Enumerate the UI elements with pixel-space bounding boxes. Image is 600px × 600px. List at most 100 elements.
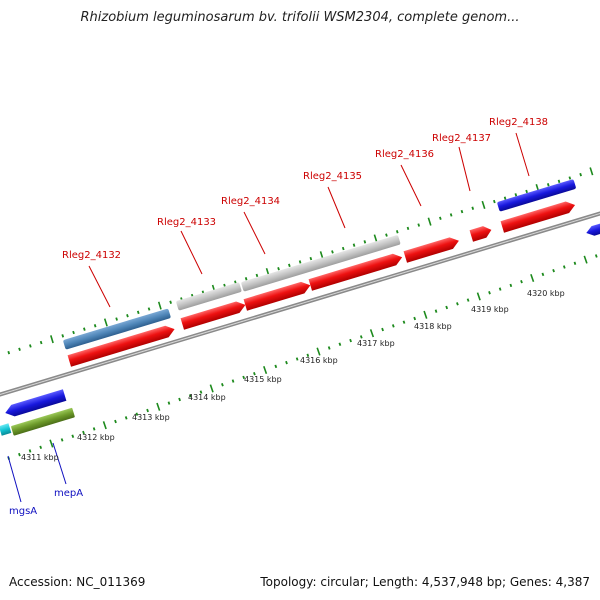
scale-tick-minor bbox=[541, 272, 545, 277]
scale-tick-minor bbox=[124, 416, 128, 420]
scale-tick-major bbox=[481, 200, 486, 209]
scale-tick-minor bbox=[7, 350, 11, 355]
scale-tick-minor bbox=[60, 438, 64, 442]
scale-tick-minor bbox=[557, 179, 561, 184]
scale-labels: 4311 kbp 4312 kbp 4313 kbp 4314 kbp 4315… bbox=[21, 289, 565, 462]
gene-labels: Rleg2_4132 Rleg2_4133 Rleg2_4134 Rleg2_4… bbox=[9, 117, 548, 517]
scale-tick-major bbox=[316, 347, 321, 356]
gene-arrow-rleg2-4138-outer[interactable] bbox=[497, 179, 576, 212]
scale-tick-minor bbox=[169, 300, 172, 304]
scale-tick-minor bbox=[525, 189, 528, 194]
scale-tick-minor bbox=[295, 357, 299, 361]
gene-label-rleg2-4135[interactable]: Rleg2_4135 bbox=[303, 171, 362, 182]
scale-tick-minor bbox=[568, 176, 572, 180]
genome-title: Rhizobium leguminosarum bv. trifolii WSM… bbox=[80, 10, 520, 25]
gene-arrow-rleg2-4135[interactable] bbox=[308, 251, 404, 291]
upper-scale-ticks bbox=[7, 167, 594, 355]
gene-label-rleg2-4132[interactable]: Rleg2_4132 bbox=[62, 250, 121, 261]
scale-label: 4319 kbp bbox=[471, 305, 509, 314]
gene-label-rleg2-4133[interactable]: Rleg2_4133 bbox=[157, 217, 216, 228]
scale-label: 4314 kbp bbox=[188, 393, 226, 402]
scale-tick-minor bbox=[93, 324, 97, 328]
scale-tick-minor bbox=[126, 314, 129, 318]
genome-backbone bbox=[0, 211, 600, 397]
scale-tick-minor bbox=[449, 213, 453, 217]
gene-arrow-rleg2-4138[interactable] bbox=[500, 199, 577, 233]
scale-tick-minor bbox=[434, 309, 438, 313]
scale-tick-major bbox=[103, 318, 108, 327]
scale-label: 4316 kbp bbox=[300, 356, 338, 365]
scale-tick-minor bbox=[493, 199, 496, 204]
scale-tick-minor bbox=[381, 327, 384, 332]
scale-tick-minor bbox=[298, 260, 302, 264]
scale-tick-minor bbox=[18, 347, 21, 351]
scale-tick-minor bbox=[309, 256, 313, 261]
scale-tick-minor bbox=[341, 246, 345, 251]
scale-tick-minor bbox=[29, 344, 32, 348]
scale-tick-minor bbox=[514, 193, 518, 197]
scale-tick-minor bbox=[573, 261, 577, 265]
scale-tick-minor bbox=[115, 317, 118, 321]
scale-label: 4312 kbp bbox=[77, 433, 115, 442]
scale-tick-minor bbox=[231, 379, 235, 383]
scale-tick-minor bbox=[363, 240, 367, 244]
gene-label-mgsa[interactable]: mgsA bbox=[9, 506, 37, 517]
scale-tick-major bbox=[209, 384, 214, 393]
gene-arrow-rleg2-4132[interactable] bbox=[67, 323, 177, 367]
scale-tick-minor bbox=[28, 449, 32, 453]
scale-tick-minor bbox=[288, 263, 291, 268]
gene-label-rleg2-4136[interactable]: Rleg2_4136 bbox=[375, 149, 434, 160]
scale-tick-major bbox=[589, 167, 594, 176]
gene-arrow-rleg2-4137[interactable] bbox=[469, 224, 494, 242]
scale-tick-minor bbox=[352, 243, 356, 247]
gene-label-rleg2-4134[interactable]: Rleg2_4134 bbox=[221, 196, 280, 207]
gene-arrow-rleg2-4136[interactable] bbox=[403, 235, 461, 263]
scale-tick-minor bbox=[242, 375, 246, 380]
gene-arrow-cyan[interactable] bbox=[0, 423, 12, 436]
scale-tick-minor bbox=[114, 419, 117, 424]
scale-tick-minor bbox=[255, 273, 259, 278]
scale-tick-minor bbox=[92, 427, 96, 431]
scale-tick-minor bbox=[253, 371, 256, 376]
scale-tick-minor bbox=[82, 430, 85, 435]
scale-tick-minor bbox=[135, 412, 139, 416]
gene-arrow-right-blue[interactable] bbox=[585, 222, 600, 237]
gene-arrow-rleg2-4134-outer[interactable] bbox=[241, 235, 401, 292]
scale-tick-minor bbox=[234, 280, 237, 284]
gene-label-rleg2-4137[interactable]: Rleg2_4137 bbox=[432, 133, 491, 144]
scale-tick-minor bbox=[406, 226, 410, 231]
scale-label: 4318 kbp bbox=[414, 322, 452, 331]
scale-tick-major bbox=[530, 274, 535, 283]
scale-tick-major bbox=[50, 335, 54, 344]
scale-tick-minor bbox=[349, 338, 352, 343]
gene-arrow-olive[interactable] bbox=[11, 407, 75, 436]
scale-tick-minor bbox=[277, 267, 280, 271]
scale-tick-minor bbox=[72, 330, 75, 335]
scale-tick-major bbox=[49, 439, 54, 448]
scale-tick-minor bbox=[136, 310, 140, 315]
scale-tick-minor bbox=[39, 340, 43, 345]
scale-tick-major bbox=[583, 255, 588, 264]
gene-arrow-rleg2-4132-outer[interactable] bbox=[63, 308, 171, 350]
gene-arrow-rleg2-4134[interactable] bbox=[243, 280, 313, 311]
scale-tick-minor bbox=[285, 360, 288, 365]
scale-tick-minor bbox=[562, 265, 566, 269]
scale-tick-minor bbox=[579, 172, 582, 177]
gene-arrow-left-blue[interactable] bbox=[4, 389, 67, 418]
gene-label-mepa[interactable]: mepA bbox=[54, 488, 83, 499]
scale-tick-major bbox=[156, 402, 161, 411]
scale-tick-minor bbox=[445, 305, 449, 310]
gene-arrow-rleg2-4133-outer[interactable] bbox=[176, 282, 242, 311]
scale-tick-minor bbox=[498, 287, 502, 291]
scale-tick-minor bbox=[71, 434, 75, 438]
scale-label: 4315 kbp bbox=[244, 375, 282, 384]
scale-tick-minor bbox=[221, 383, 224, 387]
scale-tick-major bbox=[263, 365, 268, 375]
gene-arrow-rleg2-4133[interactable] bbox=[180, 299, 248, 330]
scale-tick-minor bbox=[188, 394, 192, 398]
scale-tick-minor bbox=[306, 353, 310, 357]
gene-label-rleg2-4138[interactable]: Rleg2_4138 bbox=[489, 117, 548, 128]
scale-tick-minor bbox=[147, 307, 151, 311]
scale-tick-minor bbox=[199, 390, 203, 394]
